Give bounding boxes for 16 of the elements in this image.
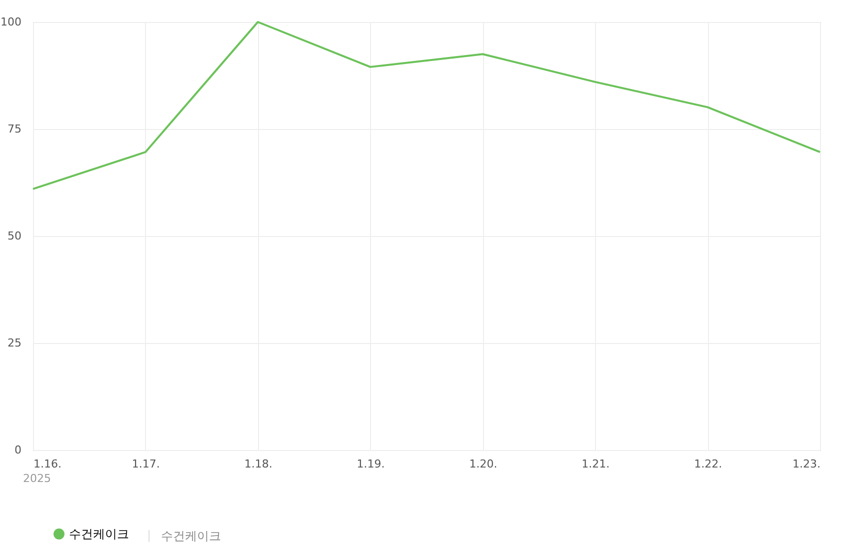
y-tick-label: 100 [0,16,22,28]
x-tick-label: 1.20. [469,458,498,470]
legend-label: 수건케이크 [69,527,129,541]
text: 수건케이크 [161,529,221,543]
y-tick-label: 0 [14,444,22,456]
y-tick-label: 50 [8,230,22,242]
x-tick-label: 1.19. [356,458,385,470]
y-tick-label: 25 [8,336,22,350]
x-tick-label: 1.16. [34,458,62,470]
x-tick-label: 1.18. [244,458,272,470]
x-tick-label: 1.22. [694,458,722,470]
x-tick-label: 1.23. [792,458,820,470]
y-tick-label: 75 [8,122,22,136]
text: 2025 [23,472,51,485]
x-tick-label: 1.21. [582,458,610,470]
x-tick-label: 1.17. [132,458,160,470]
